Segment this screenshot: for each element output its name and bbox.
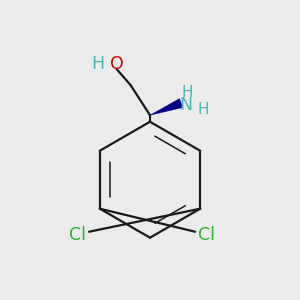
Text: H: H	[198, 102, 209, 117]
Polygon shape	[150, 99, 183, 115]
Text: Cl: Cl	[69, 226, 86, 244]
Text: H: H	[92, 55, 104, 73]
Text: Cl: Cl	[198, 226, 215, 244]
Text: N: N	[179, 96, 192, 114]
Text: O: O	[110, 55, 124, 73]
Text: H: H	[182, 85, 193, 100]
